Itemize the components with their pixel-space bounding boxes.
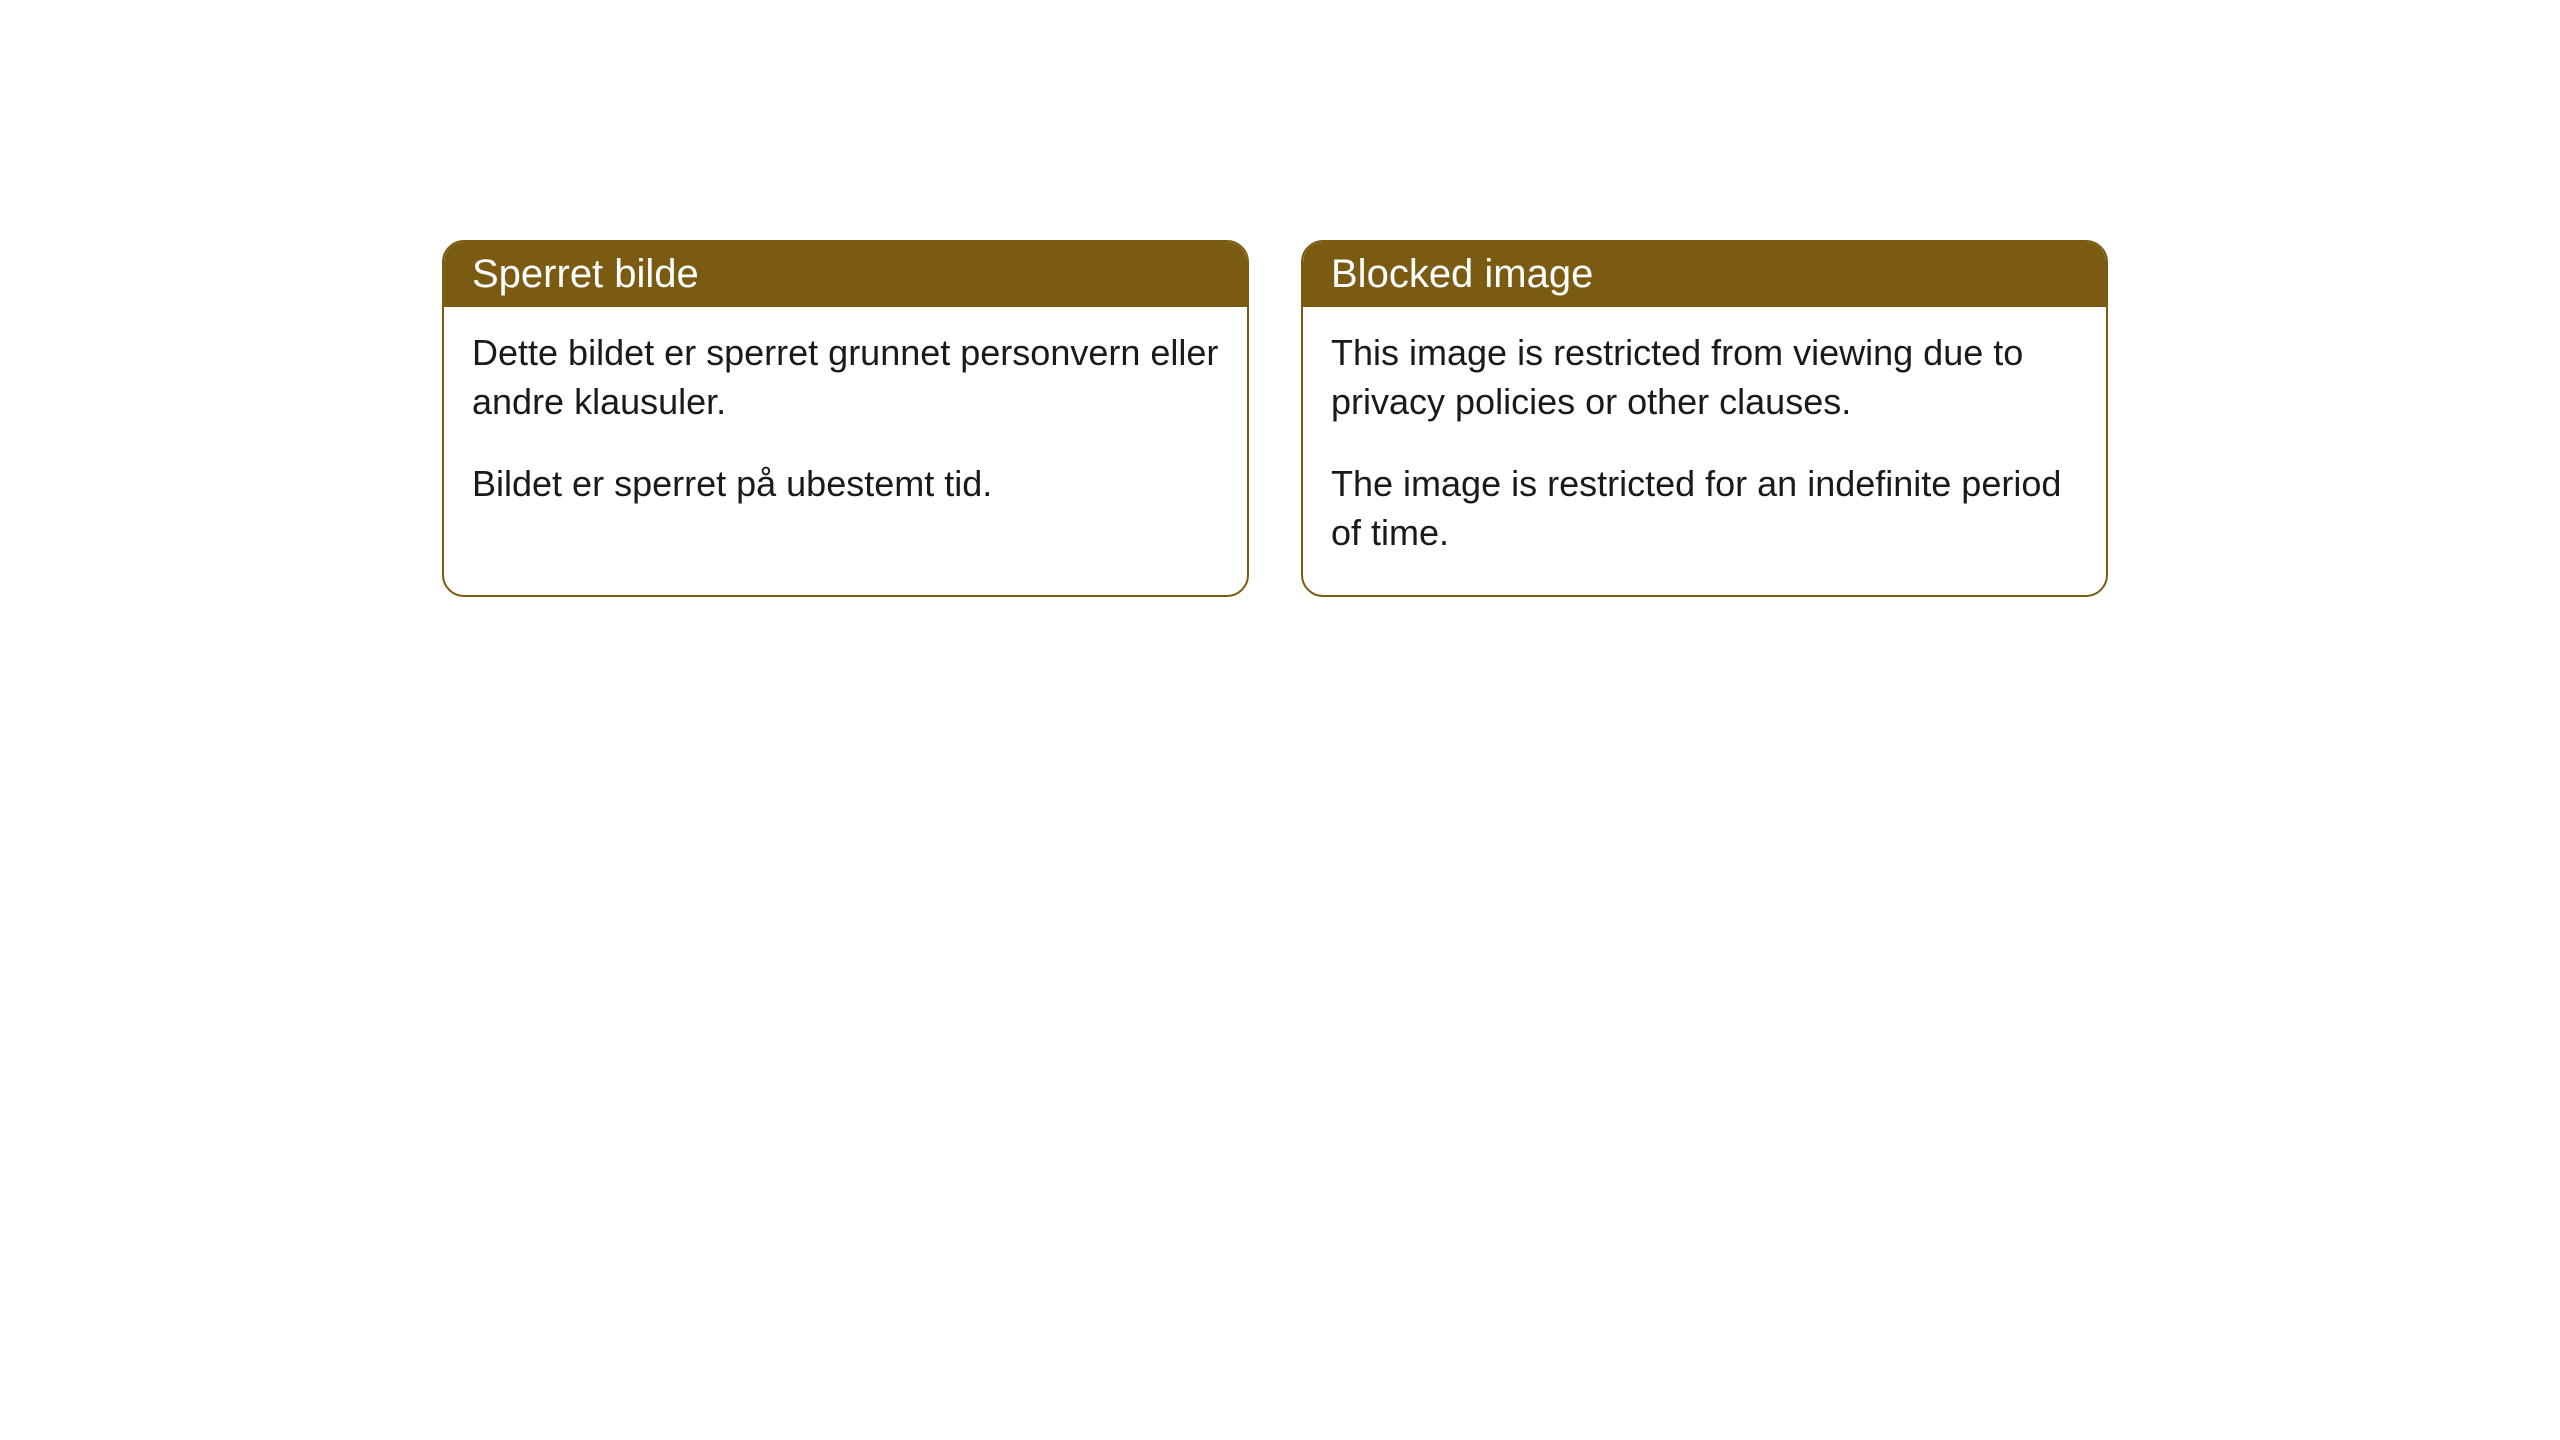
notice-paragraph-1: Dette bildet er sperret grunnet personve… (472, 329, 1219, 426)
card-body: This image is restricted from viewing du… (1303, 307, 2106, 595)
notice-paragraph-2: The image is restricted for an indefinit… (1331, 460, 2078, 557)
notice-card-norwegian: Sperret bilde Dette bildet er sperret gr… (442, 240, 1249, 597)
card-header: Sperret bilde (444, 242, 1247, 307)
notice-paragraph-1: This image is restricted from viewing du… (1331, 329, 2078, 426)
card-header: Blocked image (1303, 242, 2106, 307)
notice-card-english: Blocked image This image is restricted f… (1301, 240, 2108, 597)
card-body: Dette bildet er sperret grunnet personve… (444, 307, 1247, 547)
notice-container: Sperret bilde Dette bildet er sperret gr… (0, 0, 2560, 597)
notice-paragraph-2: Bildet er sperret på ubestemt tid. (472, 460, 1219, 509)
